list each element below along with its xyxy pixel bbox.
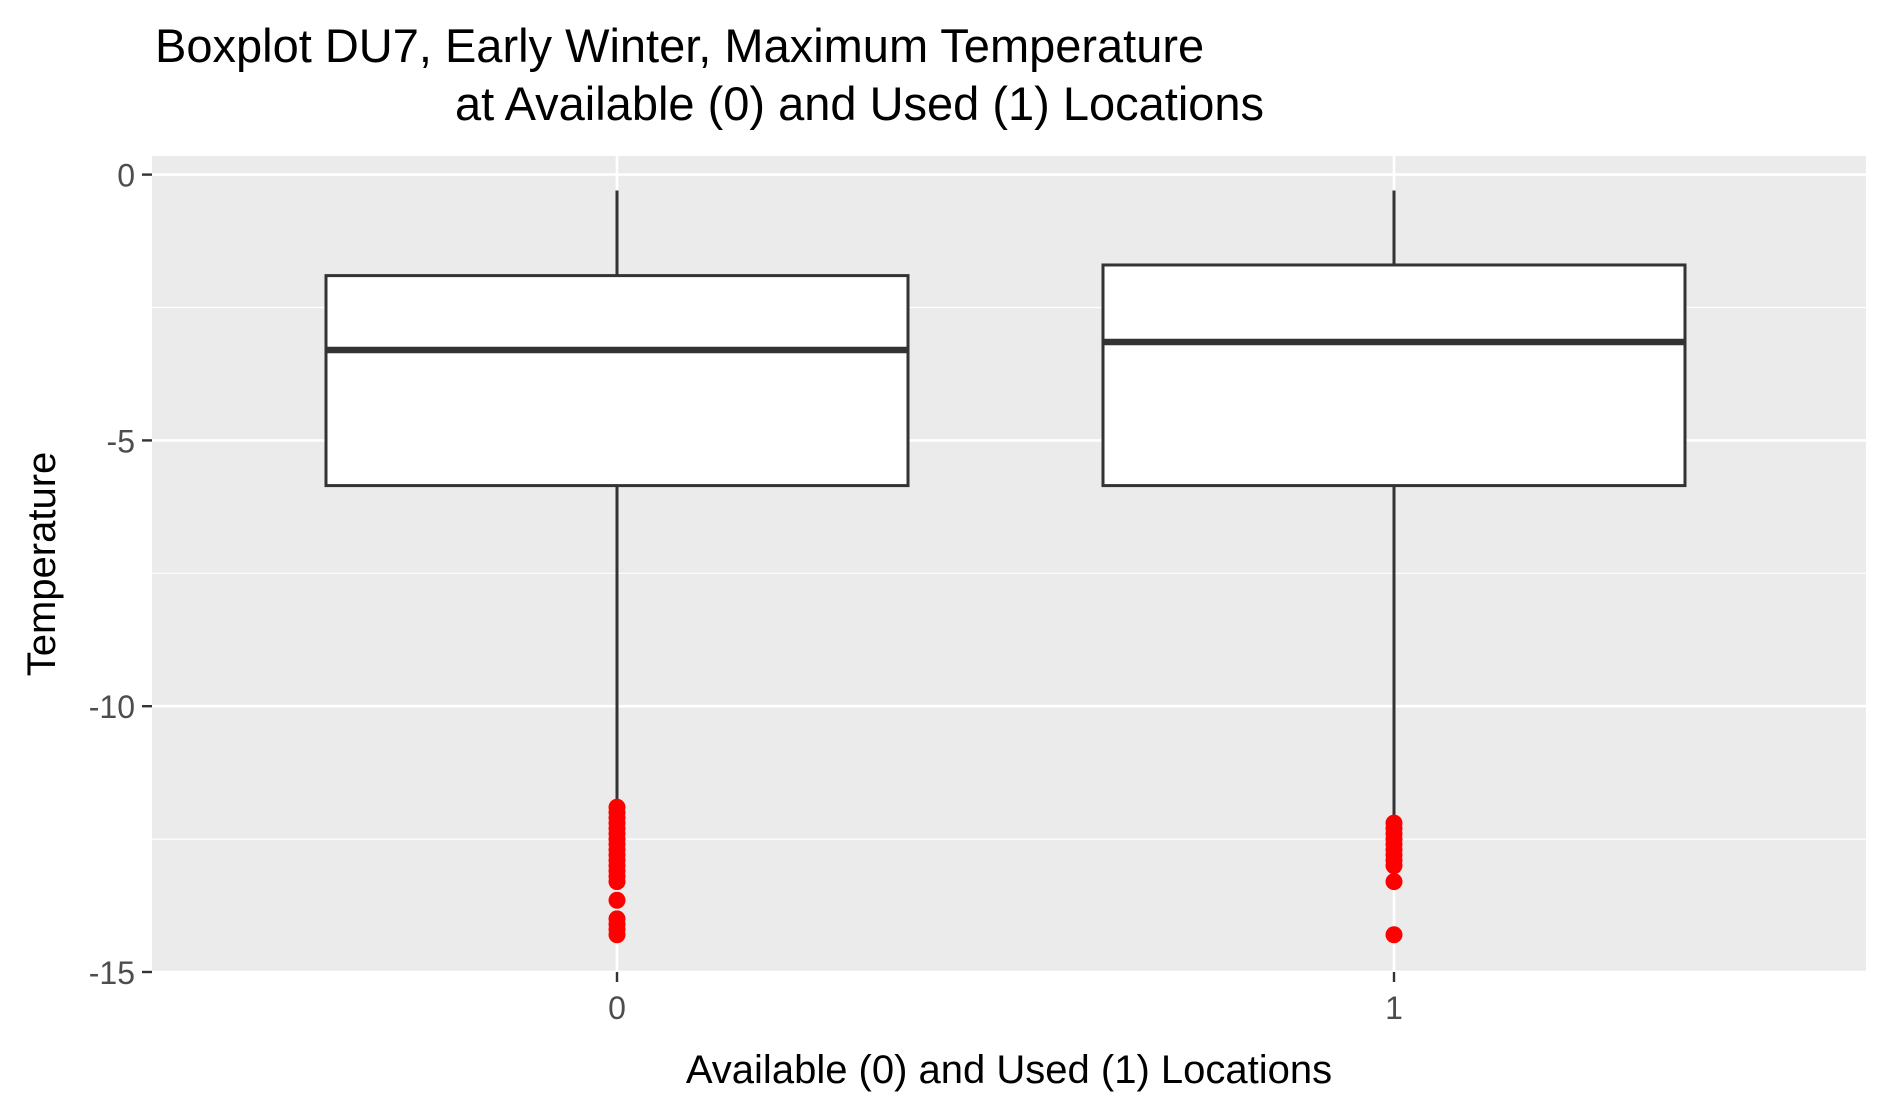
box-group-1 <box>1101 190 1687 818</box>
boxes-layer <box>324 190 1687 818</box>
outlier-point <box>1385 926 1403 944</box>
box-group-0 <box>324 190 910 802</box>
outlier-point <box>608 891 626 909</box>
y-tick-label: -5 <box>107 423 135 459</box>
outlier-point <box>608 873 626 891</box>
x-axis-label: Available (0) and Used (1) Locations <box>686 1048 1332 1092</box>
chart-title: Boxplot DU7, Early Winter, Maximum Tempe… <box>155 19 1204 72</box>
x-tick-label: 0 <box>608 990 626 1026</box>
axes: 0 -5 -10 -15 0 1 <box>89 158 1403 1026</box>
outlier-point <box>1385 857 1403 875</box>
chart-subtitle: at Available (0) and Used (1) Locations <box>455 77 1264 130</box>
y-tick-label: -15 <box>89 955 135 991</box>
x-tick-label: 1 <box>1385 990 1403 1026</box>
y-tick-label: -10 <box>89 689 135 725</box>
outlier-point <box>608 926 626 944</box>
outlier-point <box>1385 873 1403 891</box>
y-axis-label: Temperature <box>20 452 64 677</box>
box-iqr <box>1101 263 1687 488</box>
box-iqr <box>324 274 910 488</box>
y-tick-label: 0 <box>117 158 135 194</box>
outliers-layer <box>608 798 1403 944</box>
